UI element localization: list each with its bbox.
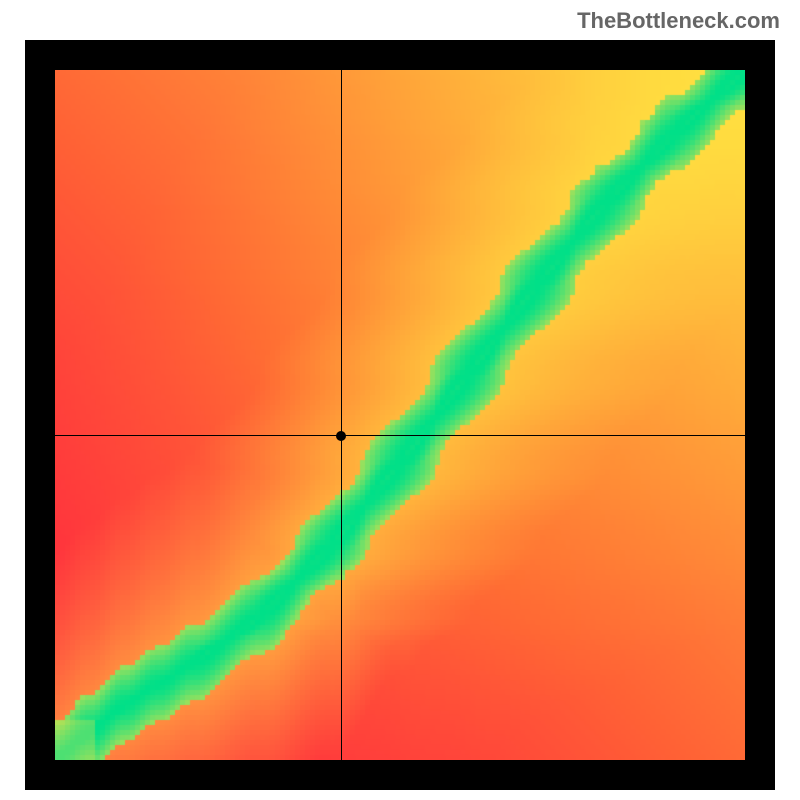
- heatmap-canvas: [55, 70, 745, 760]
- watermark-text: TheBottleneck.com: [577, 8, 780, 34]
- heatmap-plot-area: [55, 70, 745, 760]
- crosshair-horizontal-line: [55, 435, 745, 436]
- crosshair-marker-dot: [336, 431, 346, 441]
- crosshair-vertical-line: [341, 70, 342, 760]
